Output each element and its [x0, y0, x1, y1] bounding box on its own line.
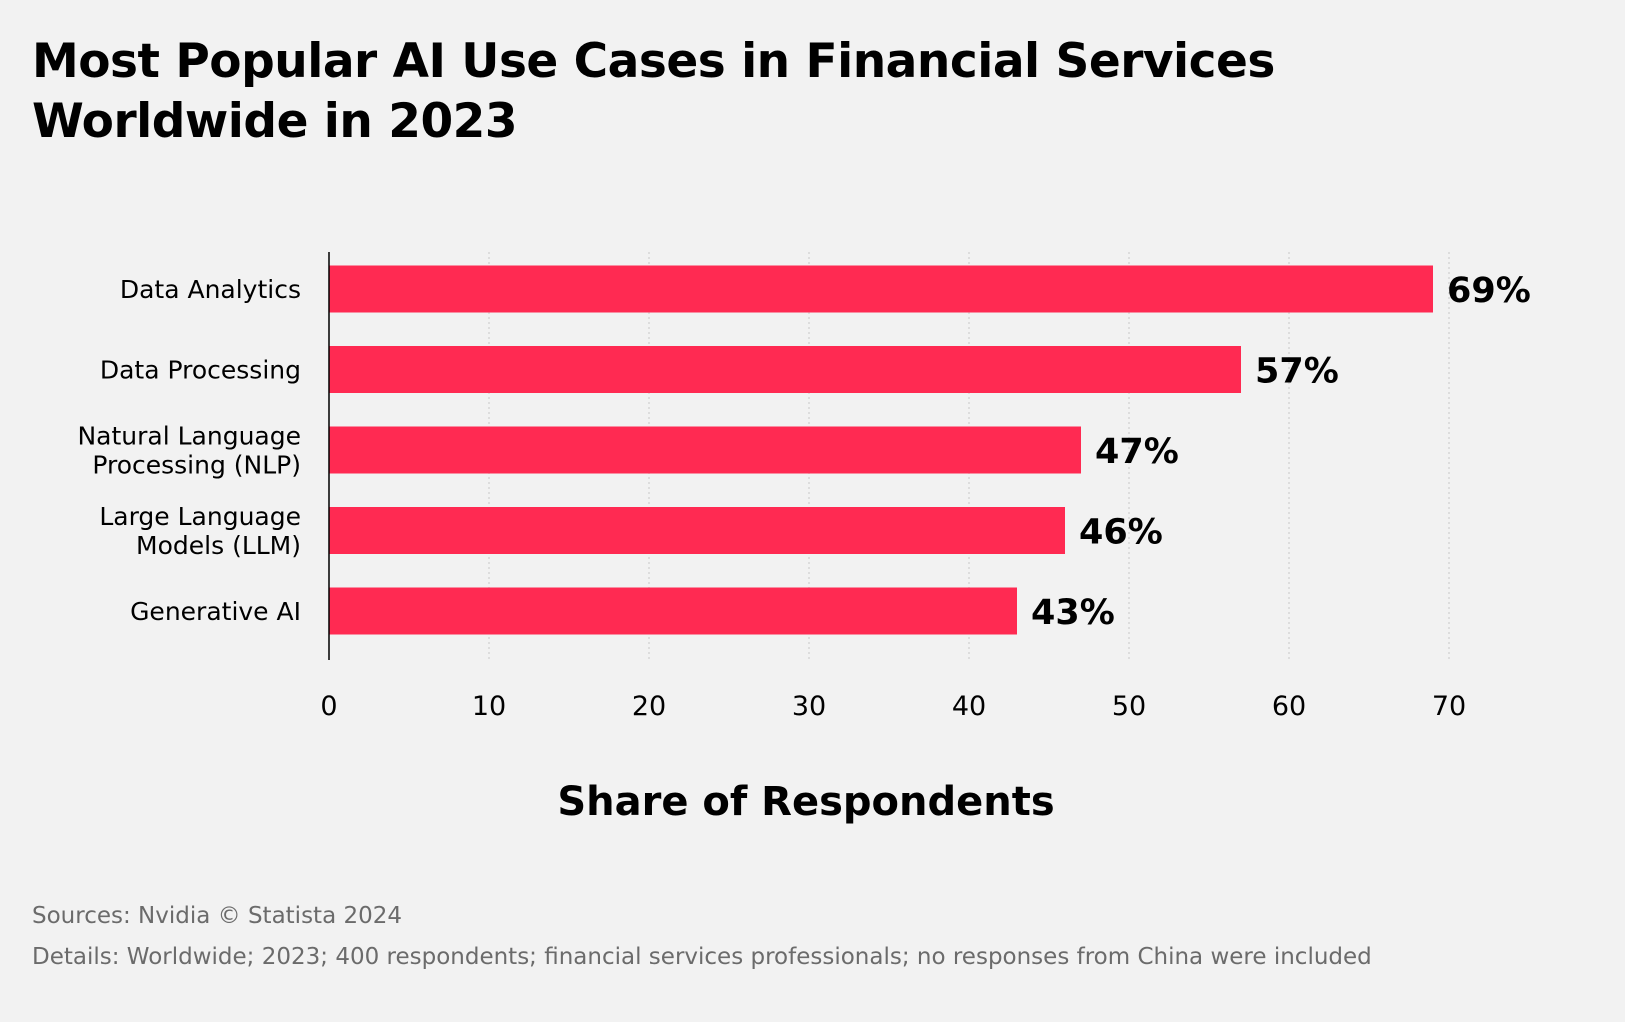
bar-1 [329, 346, 1241, 393]
category-label-2-line-0: Natural Language [77, 422, 301, 451]
bar-3 [329, 507, 1065, 554]
x-tick-label-20: 20 [632, 691, 666, 722]
category-label-2: Natural Language Processing (NLP) [77, 422, 301, 480]
bar-4 [329, 587, 1017, 635]
bar-chart: 69% Data Analytics 57% Data Processing 47% Na… [77, 252, 1531, 825]
x-tick-label-70: 70 [1432, 691, 1466, 722]
category-label-4: Generative AI [130, 597, 301, 626]
details-note: Details: Worldwide; 2023; 400 respondent… [32, 944, 1372, 970]
chart-title: Most Popular AI Use Cases in Financial S… [32, 32, 1432, 152]
data-label-3: 46% [1079, 513, 1163, 553]
data-label-1: 57% [1255, 352, 1339, 392]
x-tick-label-50: 50 [1112, 691, 1146, 722]
x-axis-title: Share of Respondents [557, 779, 1054, 825]
x-tick-label-60: 60 [1272, 691, 1306, 722]
category-label-4-line-0: Generative AI [130, 597, 301, 626]
data-label-0: 69% [1447, 271, 1531, 311]
x-tick-label-40: 40 [952, 691, 986, 722]
data-label-2: 47% [1095, 432, 1179, 472]
x-tick-label-10: 10 [472, 691, 506, 722]
category-label-0-line-0: Data Analytics [120, 275, 301, 304]
chart-title-line-2: Worldwide in 2023 [32, 94, 518, 149]
category-label-1: Data Processing [100, 356, 301, 385]
x-tick-label-30: 30 [792, 691, 826, 722]
chart-title-line-1: Most Popular AI Use Cases in Financial S… [32, 34, 1275, 89]
category-label-0: Data Analytics [120, 275, 301, 304]
category-label-1-line-0: Data Processing [100, 356, 301, 385]
category-label-3: Large Language Models (LLM) [99, 502, 301, 560]
x-tick-label-0: 0 [320, 691, 337, 722]
bar-0 [329, 265, 1433, 313]
category-label-2-line-1: Processing (NLP) [92, 451, 301, 480]
sources-note: Sources: Nvidia © Statista 2024 [32, 903, 403, 929]
category-label-3-line-1: Models (LLM) [136, 531, 301, 560]
data-label-4: 43% [1031, 593, 1115, 633]
bar-2 [329, 426, 1081, 474]
category-label-3-line-0: Large Language [99, 502, 301, 531]
